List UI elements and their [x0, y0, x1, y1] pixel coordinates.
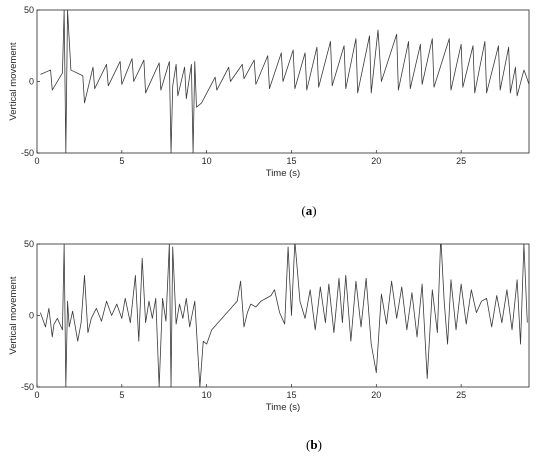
- plot-area: [36, 243, 530, 388]
- y-axis-label: Vertical movement: [8, 276, 19, 355]
- x-tick-label: 10: [202, 390, 212, 400]
- x-axis-label: Time (s): [266, 168, 300, 179]
- y-tick-label: 0: [29, 77, 34, 87]
- y-tick-label: -50: [21, 148, 34, 158]
- x-tick-label: 20: [371, 156, 381, 166]
- y-axis-label: Vertical movement: [8, 42, 19, 121]
- series-line-1: [40, 244, 528, 387]
- y-tick-label: 0: [29, 311, 34, 321]
- y-tick-label: 50: [24, 5, 34, 15]
- x-tick-label: 0: [34, 156, 39, 166]
- y-tick-label: 50: [24, 239, 34, 249]
- panel-label: (b): [306, 437, 322, 452]
- x-tick-label: 25: [456, 156, 466, 166]
- panel-label: (a): [301, 203, 316, 218]
- x-tick-label: 0: [34, 390, 39, 400]
- y-tick-label: -50: [21, 382, 34, 392]
- series-line-1: [40, 10, 529, 153]
- x-tick-label: 20: [371, 390, 381, 400]
- x-axis-label: Time (s): [266, 402, 300, 413]
- x-tick-label: 5: [119, 156, 124, 166]
- x-tick-label: 15: [286, 390, 296, 400]
- x-tick-label: 15: [286, 156, 296, 166]
- x-tick-label: 5: [119, 390, 124, 400]
- x-tick-label: 10: [202, 156, 212, 166]
- x-tick-label: 25: [456, 390, 466, 400]
